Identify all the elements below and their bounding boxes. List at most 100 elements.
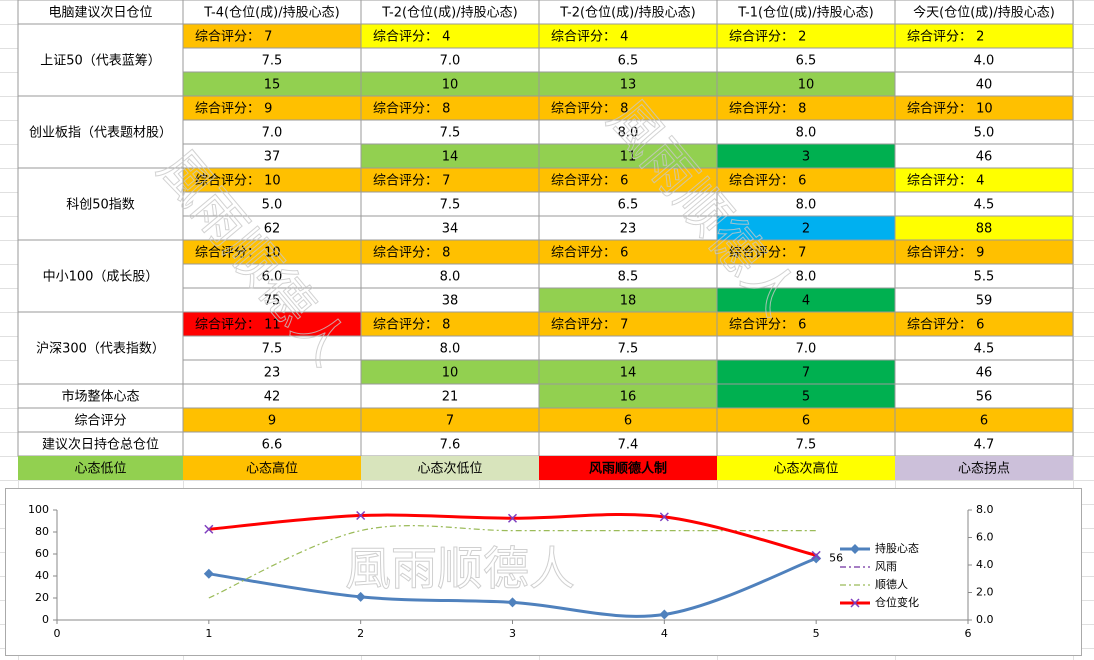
x-tick-label: 0 [54, 627, 61, 640]
cell-text: 16 [620, 390, 637, 405]
cell-text: 7.5 [440, 126, 461, 141]
cell-text: 10 [798, 78, 815, 93]
cell [17, 23, 184, 97]
legend-marker [850, 598, 860, 608]
cell-text: 7 [802, 366, 810, 381]
cell [182, 287, 362, 313]
point [507, 597, 518, 608]
point [507, 513, 518, 523]
cell [538, 335, 718, 361]
cell-text: 综合评分： 8 [551, 102, 628, 117]
cell-text: 7.5 [262, 54, 283, 69]
cell [360, 47, 540, 73]
series-line [208, 525, 817, 599]
cell [538, 383, 718, 409]
cell-text: 9 [268, 414, 276, 429]
cell [716, 71, 896, 97]
cell-text: 10 [442, 78, 459, 93]
cell-text: 6 [624, 414, 632, 429]
cell-text: T-2(仓位(成)/持股心态) [559, 6, 695, 21]
watermark: 風雨顺德人 [345, 542, 575, 596]
cell [360, 191, 540, 217]
cell [182, 359, 362, 385]
point [356, 510, 366, 521]
cell-text: 综合评分： 2 [907, 30, 984, 45]
cell [360, 335, 540, 361]
legend-cell [183, 456, 361, 480]
cell-text: 综合评分： 4 [551, 30, 628, 45]
cell-text: 21 [442, 390, 459, 405]
cell-text: 今天(仓位(成)/持股心态) [913, 5, 1055, 21]
x-tick-label: 2 [357, 627, 364, 640]
cell [716, 359, 896, 385]
cell [894, 143, 1074, 169]
cell [894, 407, 1074, 433]
cell [894, 191, 1074, 217]
legend-text: 心态拐点 [958, 462, 1010, 477]
cell [360, 167, 540, 193]
cell [716, 263, 896, 289]
cell [716, 407, 896, 433]
y2-tick-label: 2.0 [976, 586, 994, 599]
cell-text: 综合评分： 8 [729, 102, 806, 117]
cell-text: 科创50指数 [66, 198, 135, 213]
cell-text: 3 [802, 150, 810, 165]
legend-text: 心态次低位 [417, 461, 482, 477]
cell-text: 综合评分： 2 [729, 30, 806, 45]
cell-text: 13 [620, 78, 637, 93]
cell [182, 215, 362, 241]
cell-text: 14 [442, 150, 459, 165]
cell-text: 综合评分： 10 [195, 246, 281, 261]
cell-text: 沪深300（代表指数） [36, 341, 165, 357]
cell [182, 191, 362, 217]
cell-text: 23 [620, 222, 637, 237]
cell [360, 311, 540, 337]
cell [360, 359, 540, 385]
cell [360, 119, 540, 145]
legend-cell [361, 456, 539, 480]
legend-marker [850, 544, 860, 554]
cell [538, 119, 718, 145]
legend-cell [717, 456, 895, 480]
cell-text: 59 [976, 294, 993, 309]
legend-cell [18, 456, 183, 480]
cell-text: 7 [446, 414, 454, 429]
cell [538, 215, 718, 241]
x-tick-label: 4 [661, 627, 668, 640]
cell-text: 综合评分： 6 [907, 318, 984, 333]
cell [716, 143, 896, 169]
cell [894, 23, 1074, 49]
legend-text: 心态低位 [74, 462, 126, 477]
cell-text: 7.5 [440, 198, 461, 213]
x-tick-label: 1 [205, 627, 212, 640]
cell [17, 311, 184, 385]
point [659, 609, 670, 620]
cell-text: 6 [980, 414, 988, 429]
cell [894, 0, 1074, 25]
cell-text: 56 [976, 390, 993, 405]
cell-text: 综合评分： 10 [195, 174, 281, 189]
cell [894, 215, 1074, 241]
cell [360, 239, 540, 265]
y2-tick-label: 6.0 [976, 531, 994, 544]
cell-text: 6.5 [796, 54, 817, 69]
cell [360, 431, 540, 457]
y2-tick-label: 4.0 [976, 558, 994, 571]
cell [894, 311, 1074, 337]
legend-text: 风雨顺德人制 [589, 461, 667, 477]
cell-text: 5 [802, 390, 810, 405]
cell [716, 167, 896, 193]
cell-text: 8.0 [440, 342, 461, 357]
cell [182, 239, 362, 265]
cell-text: 7.6 [440, 438, 461, 453]
cell [17, 0, 184, 25]
y-tick-label: 0 [42, 613, 49, 626]
y-tick-label: 100 [28, 503, 49, 516]
cell-text: 综合评分： 9 [907, 246, 984, 261]
cell [182, 335, 362, 361]
cell-text: 23 [264, 366, 281, 381]
cell-text: 7.5 [262, 342, 283, 357]
cell-text: 4.7 [974, 438, 995, 453]
cell [894, 95, 1074, 121]
cell-text: 62 [264, 222, 281, 237]
